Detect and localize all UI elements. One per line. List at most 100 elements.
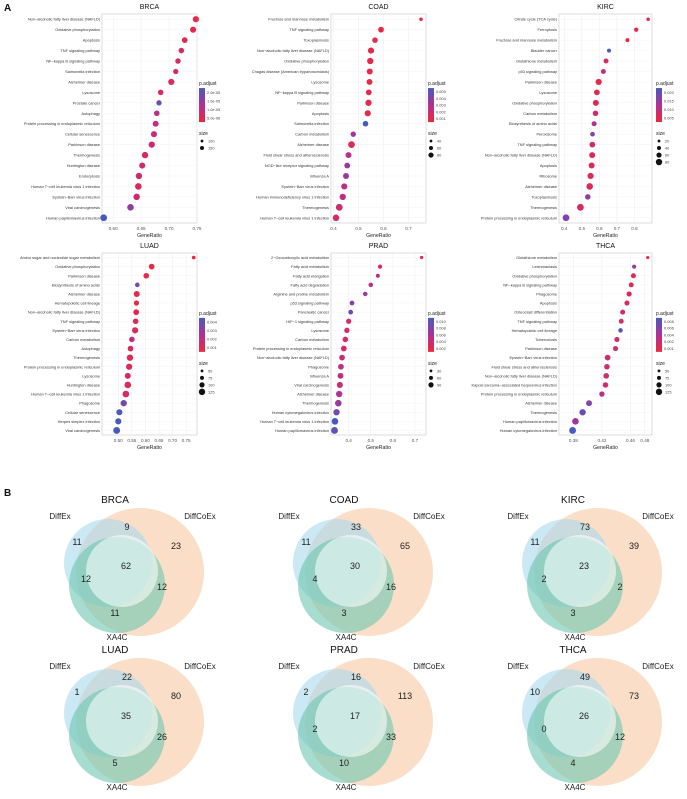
- data-point: [333, 409, 340, 416]
- data-point: [181, 37, 188, 43]
- data-point: [594, 89, 600, 96]
- data-point: [133, 309, 140, 316]
- dotplot-title: THCA: [596, 243, 615, 250]
- data-point: [152, 120, 159, 127]
- legend-size-tick: 80: [665, 160, 670, 165]
- legend-padj-tick: 1.0e-05: [207, 107, 220, 112]
- venn-set-label-diffex: DiffEx: [507, 662, 528, 671]
- venn-thca: THCA DiffEx DiffCoEx XA4C 10 49 73 26 0 12 4: [507, 645, 673, 792]
- venn-count-diffex-only: 2: [303, 687, 308, 697]
- data-point: [589, 152, 596, 159]
- legend-padj-title: p.adjust: [428, 81, 446, 87]
- term-label: Bladder cancer: [531, 48, 558, 53]
- data-point: [141, 151, 149, 159]
- term-label: Human cytomegalovirus infection: [500, 428, 557, 433]
- data-point: [562, 214, 570, 222]
- term-label: Epstein−Barr virus infection: [510, 355, 557, 360]
- venn-count-diffcoex-xa4c: 26: [157, 732, 167, 742]
- data-point: [588, 162, 595, 169]
- legend-size-tick: 100: [208, 382, 215, 387]
- data-point: [335, 390, 343, 398]
- venn-count-diffex-diffcoex: 73: [580, 522, 590, 532]
- legend-padj-tick: 5.0e-06: [207, 115, 220, 120]
- legend-padj-tick: 0.004: [436, 339, 447, 344]
- term-label: Thermogenesis: [73, 355, 100, 360]
- data-point: [367, 47, 375, 54]
- legend-size-tick: 75: [208, 375, 212, 380]
- term-label: Oxidative phosphorylation: [512, 100, 557, 105]
- data-point: [341, 183, 348, 190]
- legend-padj-tick: 0.020: [664, 90, 675, 95]
- venn-set-label-diffex: DiffEx: [278, 662, 299, 671]
- term-label: Human cytomegalovirus infection: [272, 410, 329, 415]
- venn-set-label-xa4c: XA4C: [565, 783, 586, 792]
- term-label: TNF signaling pathway: [60, 48, 100, 53]
- term-label: Lysosome: [311, 79, 329, 84]
- legend-padj-tick: 0.004: [664, 332, 675, 337]
- legend-padj-tick: 0.002: [664, 339, 674, 344]
- data-point: [178, 47, 185, 54]
- legend-size-tick: 90: [437, 382, 442, 387]
- venn-count-diffex-xa4c: 4: [312, 574, 317, 584]
- legend-size-tick: 50: [208, 368, 213, 373]
- term-label: Protein processing in endoplasmic reticu…: [24, 364, 100, 369]
- term-label: Thermogenesis: [302, 401, 329, 406]
- data-point: [345, 152, 352, 159]
- venn-count-diffex-only: 11: [301, 537, 310, 547]
- data-point: [362, 291, 368, 297]
- term-label: Toxoplasmosis: [531, 194, 557, 199]
- legend-size-tick: 100: [208, 139, 215, 144]
- term-label: HIF−1 signaling pathway: [286, 319, 329, 324]
- term-label: Apoptosis: [83, 38, 100, 43]
- venn-count-diffcoex-xa4c: 2: [617, 582, 622, 592]
- legend-size-dot: [656, 382, 662, 388]
- legend-size-dot: [657, 139, 661, 143]
- data-point: [153, 110, 160, 117]
- term-label: Kaposi sarcoma−associated herpesvirus in…: [471, 382, 557, 387]
- legend-size-tick: 40: [665, 146, 670, 151]
- legend-size-dot: [199, 382, 205, 388]
- data-point: [591, 121, 597, 127]
- data-point: [139, 162, 146, 169]
- legend-size-title: size: [199, 361, 208, 367]
- venn-coad: COAD DiffEx DiffCoEx XA4C 11 33 65 30 4 16 3: [278, 495, 444, 642]
- data-point: [366, 78, 373, 85]
- x-tick-label: 0.5: [579, 226, 586, 231]
- legend-padj-colorbar: [428, 317, 434, 352]
- x-tick-label: 0.7: [614, 226, 621, 231]
- data-point: [132, 318, 139, 325]
- x-axis-label: GeneRatio: [593, 233, 618, 239]
- term-label: Salmonella infection: [294, 121, 329, 126]
- legend-padj-tick: 0.008: [436, 326, 446, 331]
- venn-count-diffcoex-xa4c: 16: [386, 582, 396, 592]
- legend-size-tick: 30: [437, 368, 442, 373]
- data-point: [612, 345, 619, 352]
- data-point: [602, 382, 609, 388]
- data-point: [336, 381, 343, 388]
- term-label: Carbon metabolism: [523, 111, 557, 116]
- venn-set-label-xa4c: XA4C: [336, 783, 357, 792]
- legend-size-dot: [429, 375, 433, 380]
- venn-title: BRCA: [101, 495, 129, 506]
- plot-frame: [101, 13, 198, 224]
- data-point: [332, 214, 340, 222]
- legend-size-dot: [198, 388, 206, 396]
- legend-size-tick: 80: [437, 153, 442, 158]
- term-label: Parkinson disease: [68, 142, 100, 147]
- term-label: Human papillomavirus infection: [275, 428, 329, 433]
- data-point: [192, 16, 199, 23]
- x-tick-label: 0.55: [127, 438, 136, 443]
- data-point: [364, 110, 371, 117]
- term-label: Peroxisome: [536, 132, 557, 137]
- term-label: Carbon metabolism: [295, 337, 329, 342]
- venn-count-all-three: 30: [350, 561, 360, 571]
- term-label: Human papillomavirus infection: [503, 419, 557, 424]
- x-tick-label: 0.46: [626, 438, 635, 443]
- data-point: [632, 264, 637, 269]
- legend-padj-tick: 0.002: [207, 337, 217, 342]
- plot-frame: [101, 252, 198, 436]
- legend-padj-tick: 0.004: [207, 320, 218, 325]
- venn-count-diffex-xa4c: 2: [541, 574, 546, 584]
